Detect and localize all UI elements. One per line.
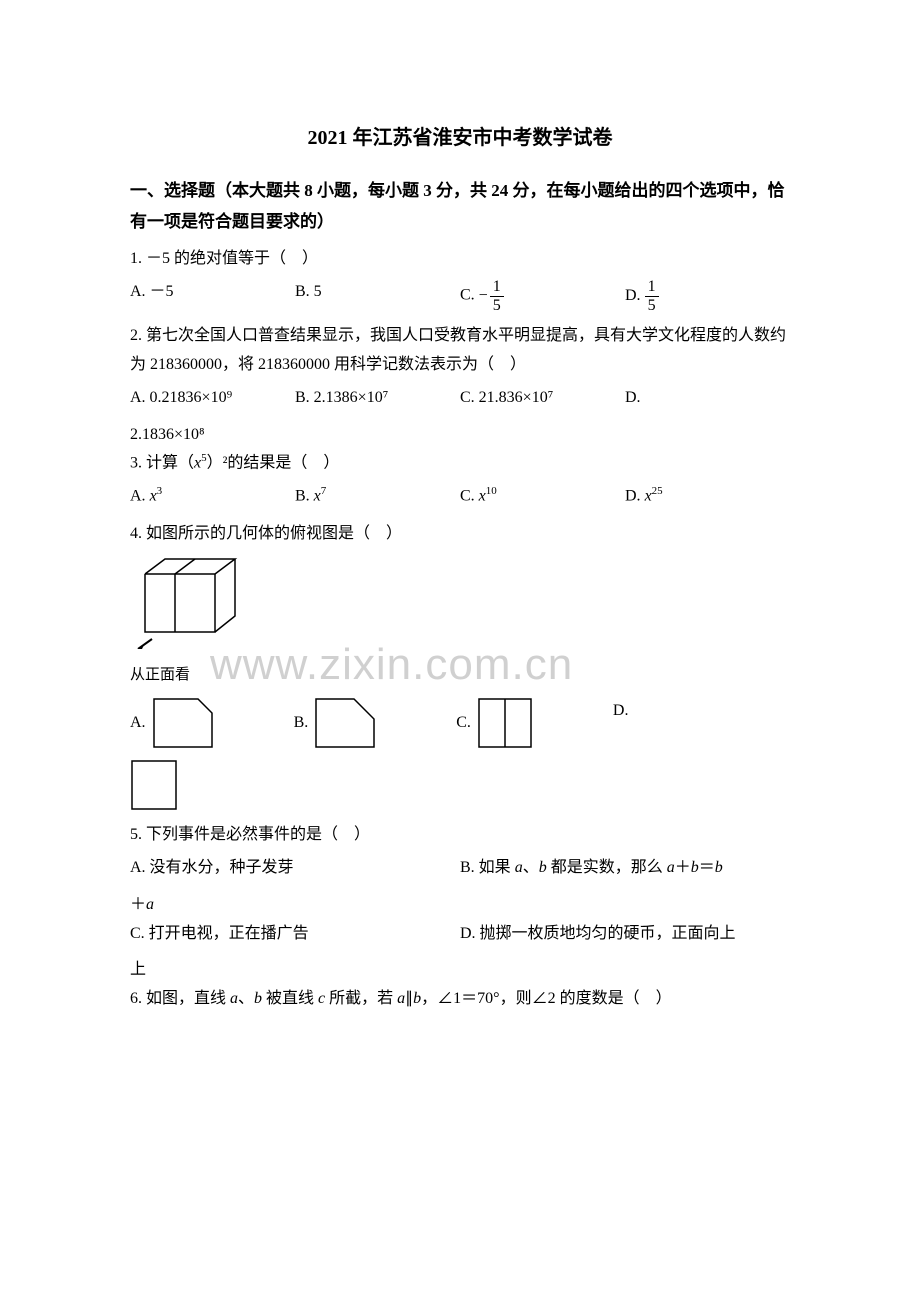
question-2: 2. 第七次全国人口普查结果显示，我国人口受教育水平明显提高，具有大学文化程度的… xyxy=(130,322,790,380)
q1-c-prefix: C. xyxy=(460,287,479,304)
section-1-title: 一、选择题（本大题共 8 小题，每小题 3 分，共 24 分，在每小题给出的四个… xyxy=(130,176,790,237)
q4-c-label: C. xyxy=(456,709,471,738)
q5-b-cont: ＋a xyxy=(130,891,790,920)
q1-d-prefix: D. xyxy=(625,287,645,304)
q2-choice-d-cont: 2.1836×10⁸ xyxy=(130,421,790,450)
question-1: 1. －5 的绝对值等于（ ） xyxy=(130,245,790,274)
q4-b-shape xyxy=(314,697,376,749)
q5-choice-a: A. 没有水分，种子发芽 xyxy=(130,854,460,883)
q1-d-fraction: 1 5 xyxy=(645,278,659,314)
q3-pre: 3. 计算（ xyxy=(130,455,194,472)
q3-choices: A. x3 B. x7 C. x10 D. x25 xyxy=(130,482,790,511)
q1-choices: A. －5 B. 5 C. − 1 5 D. 1 5 xyxy=(130,278,790,314)
q1-choice-a: A. －5 xyxy=(130,278,295,314)
q5-choice-b: B. 如果 a、b 都是实数，那么 a＋b＝b xyxy=(460,854,790,883)
question-6: 6. 如图，直线 a、b 被直线 c 所截，若 a∥b，∠1＝70°，则∠2 的… xyxy=(130,985,790,1014)
q3-choice-b: B. x7 xyxy=(295,482,460,511)
q1-c-num: 1 xyxy=(490,278,504,297)
q5-choice-c: C. 打开电视，正在播广告 xyxy=(130,920,460,949)
q1-choice-d: D. 1 5 xyxy=(625,278,790,314)
question-3: 3. 计算（x5）²的结果是（ ） xyxy=(130,449,790,478)
q4-d-shape xyxy=(130,759,180,811)
q4-choices: A. B. C. D. xyxy=(130,697,790,821)
q3-choice-d: D. x25 xyxy=(625,482,790,511)
q2-choice-b: B. 2.1386×10⁷ xyxy=(295,384,460,413)
q1-c-den: 5 xyxy=(490,297,504,315)
q4-choice-c: C. xyxy=(456,697,533,749)
q2-choice-d: D. xyxy=(625,384,790,413)
q3-choice-c: C. x10 xyxy=(460,482,625,511)
q5-choice-d: D. 抛掷一枚质地均匀的硬币，正面向上 xyxy=(460,920,790,949)
q1-choice-c: C. − 1 5 xyxy=(460,278,625,314)
prism-icon xyxy=(130,554,240,649)
q3-choice-a: A. x3 xyxy=(130,482,295,511)
q4-c-shape xyxy=(477,697,533,749)
q4-d-label: D. xyxy=(613,697,629,726)
q1-c-fraction: 1 5 xyxy=(490,278,504,314)
q2-choice-c: C. 21.836×10⁷ xyxy=(460,384,625,413)
q4-figure: 从正面看 xyxy=(130,554,790,689)
q4-choice-a: A. xyxy=(130,697,214,749)
q1-c-neg: − xyxy=(479,282,488,311)
q4-choice-d: D. xyxy=(613,697,635,726)
q5-choices-2: C. 打开电视，正在播广告 D. 抛掷一枚质地均匀的硬币，正面向上 xyxy=(130,920,790,949)
question-5: 5. 下列事件是必然事件的是（ ） xyxy=(130,821,790,850)
q2-choice-a: A. 0.21836×10⁹ xyxy=(130,384,295,413)
q5-d-cont: 上 xyxy=(130,956,790,985)
exam-title: 2021 年江苏省淮安市中考数学试卷 xyxy=(130,120,790,156)
q5-choices: A. 没有水分，种子发芽 B. 如果 a、b 都是实数，那么 a＋b＝b xyxy=(130,854,790,883)
q4-a-label: A. xyxy=(130,709,146,738)
q4-choice-b: B. xyxy=(294,697,377,749)
q1-d-den: 5 xyxy=(645,297,659,315)
question-4: 4. 如图所示的几何体的俯视图是（ ） xyxy=(130,520,790,549)
q4-choice-d-shape-wrap xyxy=(130,759,180,811)
q1-choice-b: B. 5 xyxy=(295,278,460,314)
view-label: 从正面看 xyxy=(130,662,790,689)
q4-b-label: B. xyxy=(294,709,309,738)
q1-d-num: 1 xyxy=(645,278,659,297)
q2-choices: A. 0.21836×10⁹ B. 2.1386×10⁷ C. 21.836×1… xyxy=(130,384,790,413)
q3-mid: ）²的结果是（ ） xyxy=(207,455,340,472)
q4-a-shape xyxy=(152,697,214,749)
